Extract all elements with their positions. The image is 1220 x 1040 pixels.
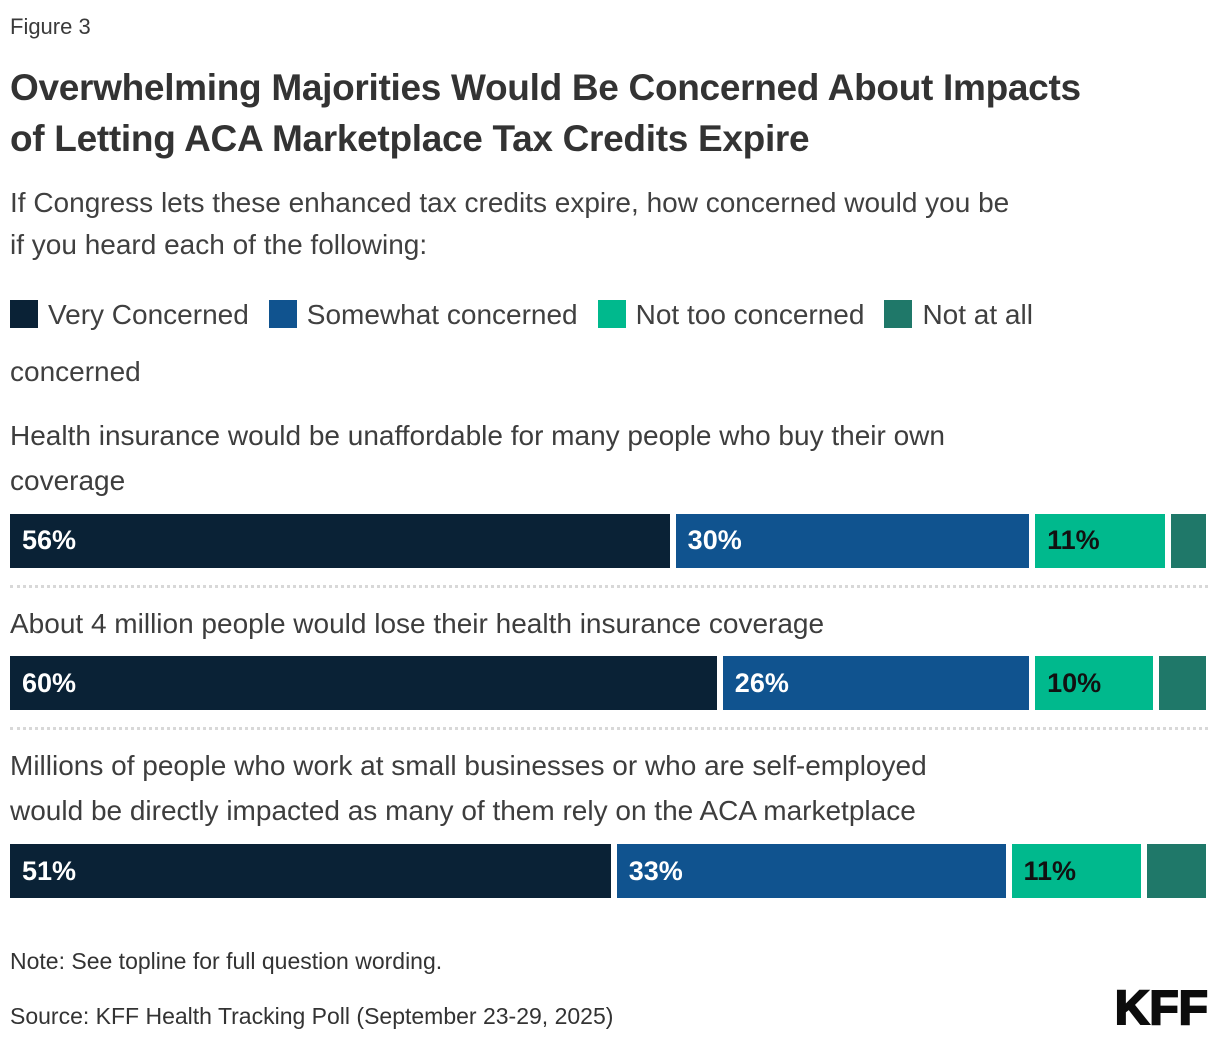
legend-item: Not at all concerned — [10, 299, 1033, 388]
bar-segment: 30% — [675, 513, 1030, 568]
question-label: Millions of people who work at small bus… — [10, 750, 927, 827]
bar-value-label: 11% — [1047, 525, 1100, 556]
bar-segment: 33% — [616, 844, 1006, 899]
bar-value-label: 26% — [734, 667, 789, 698]
bar-segment — [1170, 513, 1206, 568]
bar-segment: 11% — [1011, 844, 1142, 899]
legend-item: Somewhat concerned — [268, 299, 578, 330]
bar-segment: 60% — [10, 656, 717, 711]
footer: Source: KFF Health Tracking Poll (Septem… — [10, 982, 1209, 1036]
legend-item: Very Concerned — [10, 299, 249, 330]
source-text: Source: KFF Health Tracking Poll (Septem… — [10, 1003, 614, 1030]
legend-color-swatch — [884, 300, 913, 329]
bar-segment: 26% — [722, 656, 1030, 711]
figure-label: Figure 3 — [10, 14, 91, 39]
legend-color-swatch — [268, 300, 297, 329]
bar-segment — [1158, 656, 1206, 711]
bar-value-label: 11% — [1023, 855, 1077, 886]
bar-segment: 56% — [10, 513, 670, 568]
bar-segment: 51% — [10, 844, 611, 899]
bar-value-label: 60% — [22, 667, 77, 698]
bar-value-label: 33% — [628, 855, 683, 886]
note-text: Note: See topline for full question word… — [10, 948, 443, 975]
bar-segment: 10% — [1035, 656, 1153, 711]
bar-value-label: 30% — [687, 525, 742, 556]
legend-color-swatch — [10, 300, 38, 329]
legend: Very Concerned Somewhat concerned Not too … — [10, 286, 1160, 400]
kff-logo: KFF — [1114, 982, 1209, 1036]
chart-subtitle: If Congress lets these enhanced tax cred… — [10, 187, 1010, 261]
bar-segment: 11% — [1035, 513, 1165, 568]
row-divider — [10, 727, 1208, 731]
bar-value-label: 51% — [22, 855, 77, 886]
stacked-bar: 60% 26% 10% — [10, 656, 1208, 711]
bar-value-label: 56% — [22, 525, 77, 556]
stacked-bar: 56% 30% 11% — [10, 513, 1208, 568]
question-label: About 4 million people would lose their … — [10, 607, 825, 639]
legend-item: Not too concerned — [597, 299, 864, 330]
bar-segment — [1147, 844, 1206, 899]
bar-value-label: 10% — [1047, 667, 1102, 698]
row-divider — [10, 584, 1208, 588]
stacked-bar: 51% 33% 11% — [10, 844, 1208, 899]
legend-color-swatch — [597, 300, 626, 329]
question-label: Health insurance would be unaffordable f… — [10, 420, 945, 496]
page-title: Overwhelming Majorities Would Be Concern… — [10, 67, 1081, 160]
stacked-bar-chart: Health insurance would be unaffordable f… — [10, 414, 1208, 899]
